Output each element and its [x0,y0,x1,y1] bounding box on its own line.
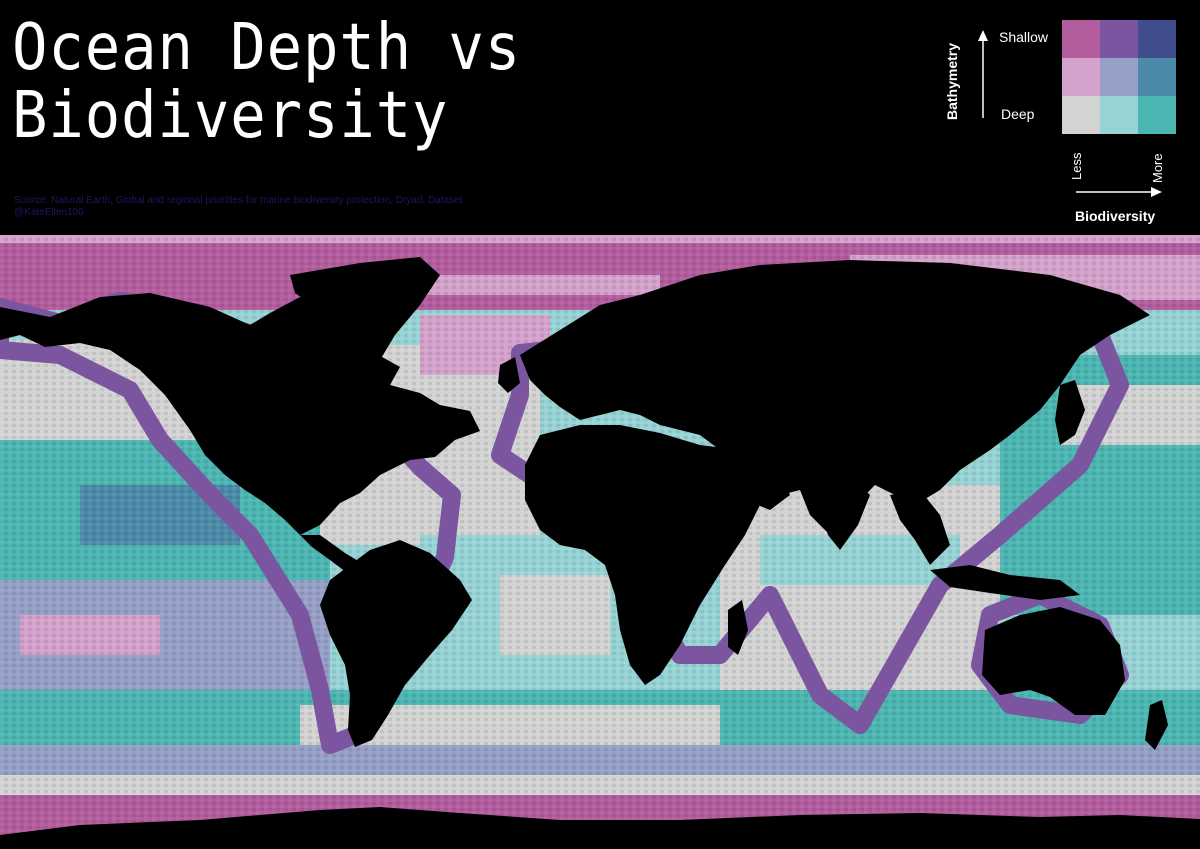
legend-more-label: More [1150,153,1165,183]
bivariate-legend [1062,20,1176,134]
legend-biodiversity-axis-label: Biodiversity [1075,208,1156,224]
south-america [320,540,472,747]
legend-cell-deep-more [1138,96,1176,134]
legend-cell-deep-less [1062,96,1100,134]
legend-less-label: Less [1069,152,1084,180]
australia [982,607,1125,715]
legend-cell-deep-mid [1100,96,1138,134]
legend-cell-shallow-less [1062,20,1100,58]
southeast-asia [890,490,950,565]
source-text: Source: Natural Earth, Global and region… [14,195,463,206]
legend-shallow-label: Shallow [999,29,1049,45]
legend-cell-mid-less [1062,58,1100,96]
antarctica [0,807,1200,849]
source-credit: Source: Natural Earth, Global and region… [14,195,463,219]
legend-deep-label: Deep [1001,106,1035,122]
page-title: Ocean Depth vs Biodiversity [12,14,521,150]
india [810,475,870,550]
arabia [700,445,790,510]
legend-cell-mid-mid [1100,58,1138,96]
author-handle: @KateEllen100 [14,207,84,218]
legend-bathymetry-axis-label: Bathymetry [944,42,960,120]
arrow-up-icon [978,30,988,118]
japan [1055,380,1085,445]
arrow-right-icon [1076,187,1162,197]
north-america [0,293,480,535]
madagascar [728,600,748,655]
new-zealand [1145,700,1168,750]
greenland [290,257,440,360]
legend-cell-mid-more [1138,58,1176,96]
africa [525,425,760,685]
title-line-1: Ocean Depth vs [12,11,522,85]
legend-cell-shallow-mid [1100,20,1138,58]
bivariate-ocean-map [0,235,1200,849]
legend-cell-shallow-more [1138,20,1176,58]
world-ocean-map [0,235,1200,849]
british-isles [498,357,520,393]
eurasia [520,260,1150,535]
land-layer [0,257,1200,849]
title-line-2: Biodiversity [12,79,449,153]
indonesia [930,565,1080,600]
